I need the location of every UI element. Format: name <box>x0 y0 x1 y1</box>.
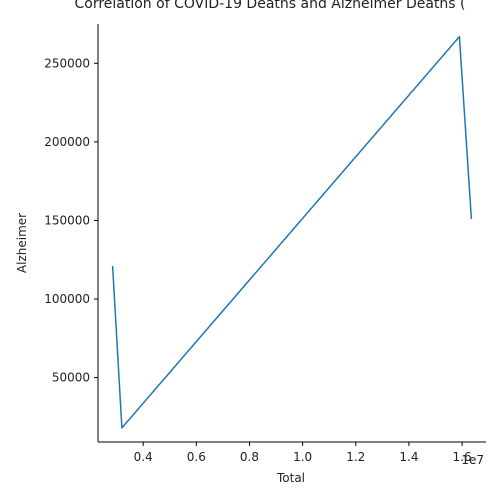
series-line <box>111 35 473 429</box>
y-tick-label: 250000 <box>44 56 90 70</box>
x-tick-label: 1.2 <box>346 450 365 464</box>
chart-title: Correlation of COVID-19 Deaths and Alzhe… <box>74 0 465 12</box>
x-tick-label: 0.4 <box>134 450 153 464</box>
x-tick-label: 1.6 <box>453 450 472 464</box>
x-tick-label: 1.4 <box>399 450 418 464</box>
x-ticks: 0.4 0.6 0.8 1.0 1.2 1.4 1.6 <box>134 442 472 464</box>
plot-area: 0.4 0.6 0.8 1.0 1.2 1.4 1.6 50000 100000 150000 2… <box>44 24 486 464</box>
series-group <box>111 35 473 429</box>
x-tick-label: 1.0 <box>293 450 312 464</box>
x-axis-label: Total <box>276 471 305 485</box>
y-tick-label: 50000 <box>52 371 90 385</box>
y-ticks: 50000 100000 150000 200000 250000 <box>44 56 98 385</box>
y-axis-label: Alzheimer <box>15 213 29 273</box>
y-tick-label: 150000 <box>44 213 90 227</box>
y-tick-label: 100000 <box>44 292 90 306</box>
x-axis-offset-label: 1e7 <box>461 453 484 467</box>
x-tick-label: 0.8 <box>240 450 259 464</box>
y-tick-label: 200000 <box>44 135 90 149</box>
x-tick-label: 0.6 <box>187 450 206 464</box>
